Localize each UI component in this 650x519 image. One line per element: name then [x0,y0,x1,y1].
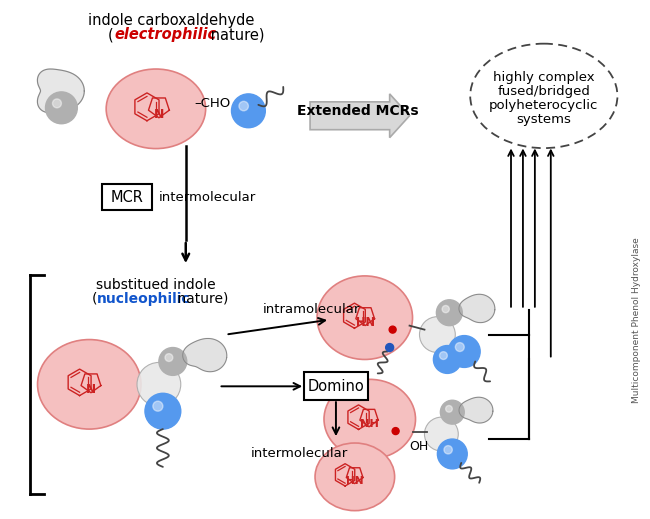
Text: (: ( [108,28,114,42]
Text: intramolecular: intramolecular [263,303,359,316]
Text: highly complex: highly complex [493,72,595,85]
Text: –CHO: –CHO [195,98,231,111]
Ellipse shape [324,379,415,459]
Text: Domino: Domino [307,379,364,394]
Circle shape [437,439,467,469]
Text: MCR: MCR [111,190,144,205]
Text: electrophilic: electrophilic [114,28,216,42]
Ellipse shape [315,443,395,511]
Text: polyheterocyclic: polyheterocyclic [489,99,599,112]
Ellipse shape [106,69,205,148]
Text: N: N [86,383,96,396]
Ellipse shape [137,362,181,406]
Text: Extended MCRs: Extended MCRs [297,104,419,118]
FancyBboxPatch shape [304,373,368,400]
Circle shape [153,401,163,411]
Text: indole carboxaldehyde: indole carboxaldehyde [88,13,254,29]
Text: Multicomponent Phenol Hydroxylase: Multicomponent Phenol Hydroxylase [632,237,641,403]
Circle shape [441,400,464,424]
Polygon shape [183,338,227,372]
Circle shape [231,94,265,128]
Text: nature): nature) [173,292,228,306]
Text: HN: HN [346,476,363,486]
Ellipse shape [424,417,458,451]
Circle shape [159,348,187,375]
Text: intermolecular: intermolecular [250,447,348,460]
Circle shape [392,428,399,434]
Circle shape [385,344,394,351]
Text: OH: OH [410,441,429,454]
Polygon shape [459,397,493,423]
Text: HN: HN [356,316,374,329]
Circle shape [53,99,61,108]
Circle shape [448,336,480,367]
Circle shape [434,346,461,373]
Polygon shape [310,94,410,138]
Ellipse shape [419,317,455,352]
Circle shape [436,300,462,325]
Circle shape [444,446,452,454]
Ellipse shape [470,44,618,148]
Circle shape [439,352,447,360]
Ellipse shape [38,339,141,429]
Polygon shape [459,294,495,323]
FancyBboxPatch shape [102,184,152,210]
Circle shape [145,393,181,429]
Text: N: N [153,108,164,121]
Text: NH: NH [359,419,378,429]
Circle shape [239,101,248,111]
Text: nucleophilic: nucleophilic [98,292,191,306]
Text: substitued indole: substitued indole [96,278,216,292]
Text: intermolecular: intermolecular [159,191,256,204]
Ellipse shape [317,276,413,360]
Circle shape [446,405,452,412]
Circle shape [456,343,464,351]
Text: (: ( [91,292,97,306]
Polygon shape [38,69,84,113]
Text: fused/bridged: fused/bridged [497,86,590,99]
Circle shape [46,92,77,124]
Text: nature): nature) [205,28,264,42]
Circle shape [165,353,173,361]
Circle shape [389,326,396,333]
Circle shape [442,306,449,313]
Text: systems: systems [516,113,571,126]
